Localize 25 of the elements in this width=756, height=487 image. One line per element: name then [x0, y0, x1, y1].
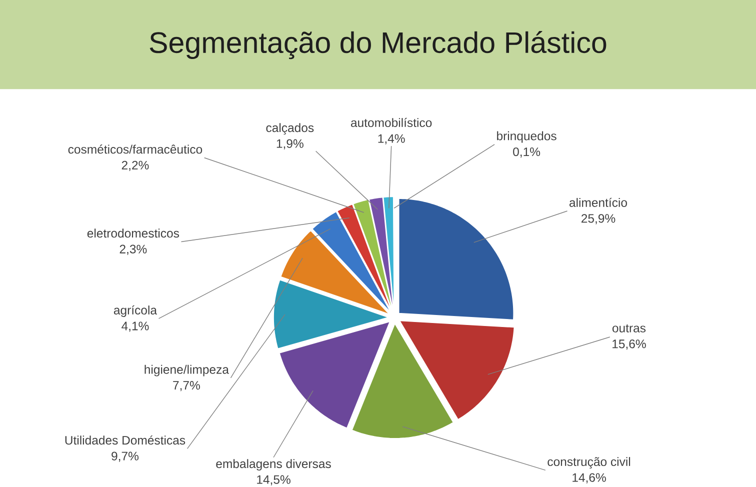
data-label: 7,7%	[173, 381, 200, 392]
slice-label: automobilístico	[350, 118, 432, 128]
slice-label: eletrodomesticos	[87, 228, 180, 238]
slice-label: Utilidades Domésticas	[65, 436, 186, 445]
slice-label: agrícola	[114, 305, 157, 317]
slice-label: brinquedos	[497, 131, 556, 143]
slice-label: construção civil	[548, 457, 630, 469]
data-label: 1,4%	[378, 134, 405, 144]
data-label: 4,1%	[122, 322, 149, 332]
slice-label: outras	[612, 324, 646, 332]
slice-label: higiene/limpeza	[144, 364, 229, 376]
data-label: 14,5%	[257, 475, 290, 486]
slice-label: embalagens diversas	[216, 459, 331, 471]
data-label: 15,6%	[612, 340, 646, 350]
data-label: 0,1%	[513, 147, 540, 158]
chart-title: Segmentação do Mercado Plástico	[150, 31, 606, 60]
data-label: 25,9%	[581, 214, 616, 224]
slice-label: calçados	[266, 123, 314, 135]
slice-label: cosméticos/farmacêutico	[68, 144, 202, 154]
data-label: 14,6%	[572, 473, 606, 484]
data-label: 1,9%	[276, 139, 304, 150]
data-label: 2,3%	[120, 244, 147, 255]
slice-label: alimentício	[569, 198, 627, 207]
data-label: 9,7%	[112, 452, 138, 462]
data-label: 2,2%	[122, 160, 149, 171]
